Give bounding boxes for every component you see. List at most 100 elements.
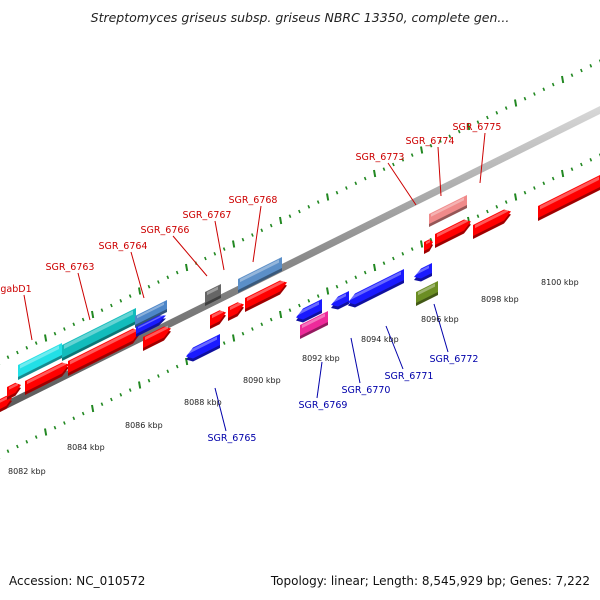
gene-label-text: SGR_6766 — [141, 225, 190, 236]
gene-body — [245, 280, 287, 309]
gene-label-text: SGR_6773 — [356, 152, 405, 163]
gene-highlight — [145, 325, 168, 341]
ruler-dot — [476, 120, 480, 124]
ruler-dot — [91, 404, 95, 413]
ruler-dot — [551, 82, 555, 87]
axis-bar — [0, 106, 600, 412]
ruler-dot — [580, 162, 583, 167]
ruler-dot — [166, 369, 170, 374]
gene-body — [25, 362, 69, 392]
ruler-dot — [335, 190, 339, 195]
gene-highlight — [333, 293, 346, 303]
ruler-dot — [222, 247, 226, 251]
gene-arrow — [414, 263, 432, 282]
ruler-dot — [486, 115, 489, 120]
gene-arrow — [18, 343, 62, 380]
gene-shadow — [136, 318, 166, 337]
ruler-dot — [279, 216, 283, 225]
ruler-dot — [213, 252, 217, 256]
gene-arrow — [210, 309, 226, 329]
ruler-dot — [316, 294, 320, 298]
forward-gene-label: SGR_6764 — [99, 241, 148, 299]
ruler-dot — [326, 193, 330, 201]
topology-text: Topology: linear; Length: 8,545,929 bp; … — [270, 574, 590, 588]
gene-arrow — [25, 361, 69, 395]
gene-arrow — [62, 308, 136, 361]
ruler-dot — [476, 214, 480, 218]
gene-arrow — [238, 257, 282, 293]
ruler-dot — [119, 299, 123, 303]
gene-arrow — [538, 175, 600, 221]
ruler-dot — [44, 428, 48, 436]
gene-label-text: SGR_6769 — [299, 400, 348, 411]
gene-body — [435, 219, 471, 245]
ruler-dot — [354, 275, 358, 280]
gene-highlight — [138, 314, 163, 329]
ruler-dot — [25, 346, 29, 350]
ruler-dot — [570, 73, 574, 77]
ruler-dot — [241, 237, 245, 242]
ruler-tick-label: 8084 kbp — [67, 443, 105, 452]
gene-features — [0, 175, 600, 412]
accession-text: Accession: NC_010572 — [9, 574, 146, 588]
leader-line — [385, 325, 404, 370]
ruler-tick-label: 8096 kbp — [421, 315, 459, 324]
upper-ruler — [0, 59, 600, 365]
gene-body — [429, 195, 467, 224]
reverse-gene-label: SGR_6771 — [385, 325, 433, 382]
ruler-dot — [128, 294, 132, 298]
ruler-dot — [457, 129, 461, 134]
ruler-dot — [363, 176, 367, 181]
ruler-dot — [561, 169, 565, 178]
ruler-dot — [448, 134, 452, 139]
gene-arrow — [429, 195, 467, 227]
ruler-dot — [589, 158, 593, 162]
ruler-dot — [100, 402, 104, 406]
gene-body — [348, 269, 404, 305]
leader-line — [350, 337, 361, 384]
ruler-dot — [326, 287, 330, 295]
ruler-dot — [307, 299, 311, 303]
ruler-dot — [157, 374, 160, 378]
gene-arrow — [143, 325, 171, 351]
ruler-dot — [363, 270, 367, 275]
gene-highlight — [437, 218, 468, 238]
gene-highlight — [207, 286, 218, 296]
ruler-dot — [410, 153, 414, 157]
ruler-dot — [392, 256, 395, 261]
gene-arrow — [300, 311, 328, 339]
leader-line — [23, 294, 33, 341]
reverse-gene-label: SGR_6770 — [342, 337, 390, 396]
gene-arrow — [205, 284, 221, 306]
ruler-dot — [439, 139, 442, 143]
gene-label-text: SGR_6764 — [99, 241, 148, 252]
forward-gene-label: SGR_6767 — [183, 210, 231, 271]
ruler-dot — [251, 327, 254, 331]
gene-arrow — [348, 269, 404, 308]
gene-highlight — [64, 310, 133, 349]
ruler-dot — [401, 252, 405, 256]
ruler-dot — [420, 146, 424, 154]
ruler-dot — [16, 444, 19, 449]
ruler-dot — [514, 99, 518, 107]
ruler-dot — [373, 169, 377, 178]
ruler-tick-label: 8082 kbp — [8, 467, 46, 476]
gene-arrow — [331, 291, 349, 310]
gene-arrow — [0, 395, 12, 412]
leader-line — [214, 387, 227, 432]
gene-highlight — [137, 302, 164, 319]
forward-gene-label: SGR_6768 — [229, 195, 277, 263]
ruler-dot — [157, 280, 160, 284]
gene-arrow — [424, 239, 433, 254]
forward-gene-label: SGR_6766 — [141, 225, 208, 277]
ruler-dot — [251, 233, 254, 237]
leader-line — [77, 272, 91, 321]
leader-line — [479, 132, 486, 184]
ruler-dot — [495, 111, 499, 115]
ruler-dot — [81, 411, 85, 416]
lower-ruler — [0, 153, 600, 459]
gene-body — [210, 310, 226, 326]
ruler-dot — [570, 167, 574, 171]
gene-body — [296, 299, 322, 320]
